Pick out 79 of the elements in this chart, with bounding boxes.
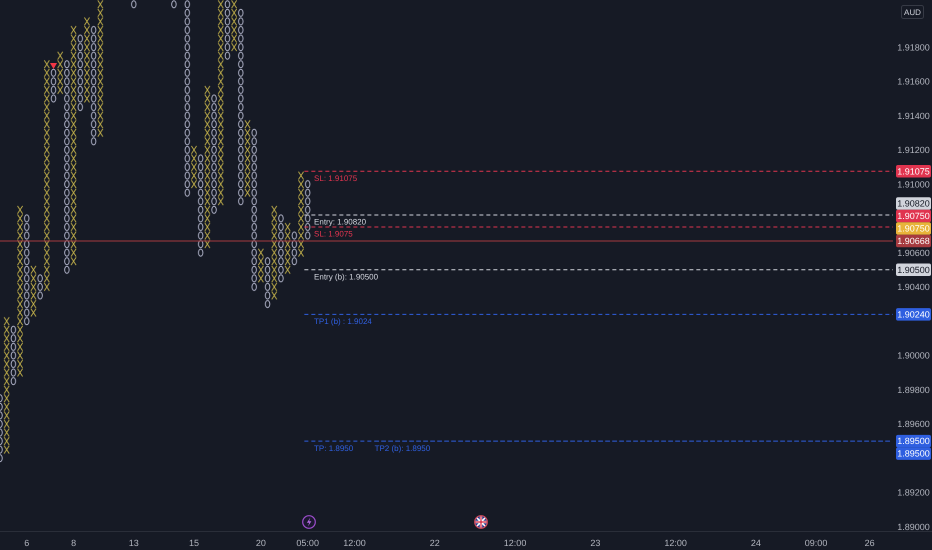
ref-line-label: TP1 (b) : 1.9024 xyxy=(314,317,372,326)
bar xyxy=(284,222,291,274)
ref-line-label: Entry (b): 1.90500 xyxy=(314,272,379,282)
bar xyxy=(43,60,50,292)
bar xyxy=(184,0,191,197)
text: 1.90750 xyxy=(897,211,930,222)
bar xyxy=(90,26,97,146)
annotation: 1.90750 xyxy=(897,224,930,234)
x-tick-label: 12:00 xyxy=(664,538,687,548)
x-tick-label: 09:00 xyxy=(804,538,828,548)
annotation: 1.89500 xyxy=(897,436,930,446)
y-tick-label: 1.91000 xyxy=(897,179,930,190)
x-tick-label: 24 xyxy=(750,538,761,548)
bar xyxy=(130,0,138,9)
y-tick-label: 1.90400 xyxy=(897,282,930,292)
ref-line-label: TP: 1.8950 xyxy=(314,444,354,453)
y-axis-title: AUD xyxy=(904,8,922,17)
bar xyxy=(264,256,271,308)
bar xyxy=(250,128,258,292)
bar xyxy=(36,274,44,300)
x-tick-label: 12:00 xyxy=(504,538,526,548)
annotation: 1.91075 xyxy=(897,166,930,176)
annotation: 1.90668 xyxy=(897,236,930,246)
y-tick-label: 1.90600 xyxy=(897,248,930,258)
x-tick-label: 22 xyxy=(430,538,440,548)
bar xyxy=(204,86,211,248)
annotation: 1.90500 xyxy=(897,264,930,275)
bar xyxy=(230,0,238,52)
bar xyxy=(30,266,37,317)
bar xyxy=(96,0,104,138)
y-tick-label: 1.91600 xyxy=(897,76,930,87)
bar xyxy=(244,120,251,197)
bar xyxy=(224,0,231,60)
bar xyxy=(3,316,10,454)
bar xyxy=(170,0,178,9)
y-tick-label: 1.89600 xyxy=(897,419,930,430)
x-tick-label: 6 xyxy=(24,538,30,548)
bar xyxy=(197,154,204,257)
series-label: TP2 (b): 1.8950 xyxy=(374,444,431,453)
bar xyxy=(298,171,304,257)
x-tick-label: 13 xyxy=(128,538,139,548)
bar xyxy=(23,214,30,326)
bar xyxy=(217,0,224,206)
bar xyxy=(84,17,90,103)
bar xyxy=(64,60,70,274)
bar xyxy=(258,248,264,283)
text: 1.89500 xyxy=(897,448,930,459)
bar xyxy=(10,325,17,386)
bar xyxy=(270,206,278,300)
y-tick-label: 1.91800 xyxy=(897,42,930,52)
annotation: 1.90820 xyxy=(897,198,930,209)
x-tick-label: 8 xyxy=(71,538,76,548)
y-tick-label: 1.89800 xyxy=(897,384,930,395)
x-tick-label: 15 xyxy=(188,538,199,548)
bar xyxy=(76,34,84,112)
bar xyxy=(50,68,57,103)
bar xyxy=(278,214,284,283)
ref-line-label: Entry: 1.90820 xyxy=(314,218,367,227)
x-tick-label: 12:00 xyxy=(343,538,366,548)
y-tick-label: 1.89000 xyxy=(897,522,930,532)
bar xyxy=(210,94,218,214)
bar xyxy=(16,206,24,377)
x-tick-label: 05:00 xyxy=(296,538,319,548)
bar xyxy=(237,8,244,206)
x-tick-label: 26 xyxy=(864,538,875,548)
bar xyxy=(190,146,198,188)
bar xyxy=(290,231,298,266)
bar xyxy=(70,26,77,266)
x-tick-label: 20 xyxy=(256,538,266,548)
y-tick-label: 1.91200 xyxy=(897,145,930,156)
annotation: 1.90240 xyxy=(897,309,930,320)
y-tick-label: 1.89200 xyxy=(897,488,930,498)
bar xyxy=(304,180,312,240)
ref-line-label: SL: 1.9075 xyxy=(314,230,354,239)
ref-line-label: SL: 1.91075 xyxy=(314,174,358,183)
x-tick-label: 23 xyxy=(590,538,600,548)
bar xyxy=(56,51,64,94)
y-tick-label: 1.91400 xyxy=(897,110,930,121)
y-tick-label: 1.90000 xyxy=(897,350,930,361)
